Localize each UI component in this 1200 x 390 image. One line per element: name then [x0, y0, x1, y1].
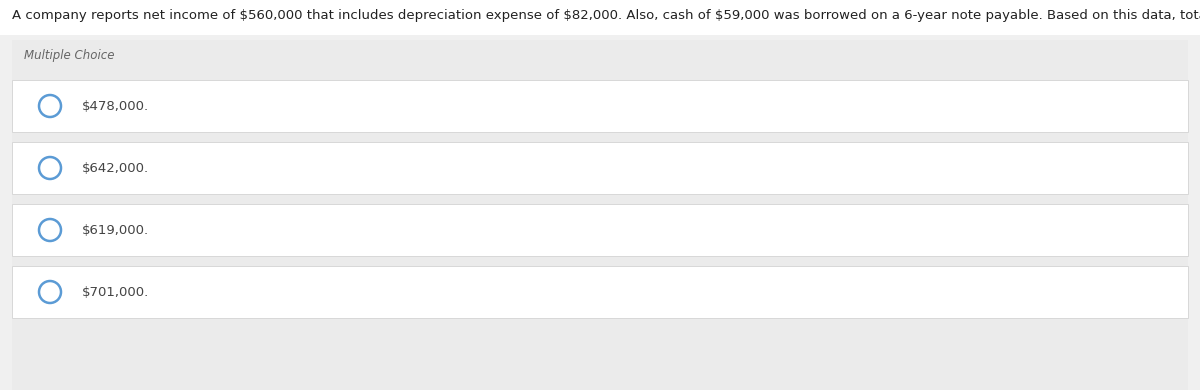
- FancyBboxPatch shape: [12, 266, 1188, 318]
- FancyBboxPatch shape: [12, 204, 1188, 256]
- FancyBboxPatch shape: [12, 80, 1188, 132]
- FancyBboxPatch shape: [12, 70, 1188, 390]
- Text: $478,000.: $478,000.: [82, 99, 149, 112]
- FancyBboxPatch shape: [12, 40, 1188, 70]
- Text: $642,000.: $642,000.: [82, 161, 149, 174]
- Text: $701,000.: $701,000.: [82, 285, 149, 298]
- Text: $619,000.: $619,000.: [82, 223, 149, 236]
- Text: Multiple Choice: Multiple Choice: [24, 48, 114, 62]
- FancyBboxPatch shape: [12, 142, 1188, 194]
- Text: A company reports net income of $560,000 that includes depreciation expense of $: A company reports net income of $560,000…: [12, 9, 1200, 21]
- FancyBboxPatch shape: [0, 0, 1200, 35]
